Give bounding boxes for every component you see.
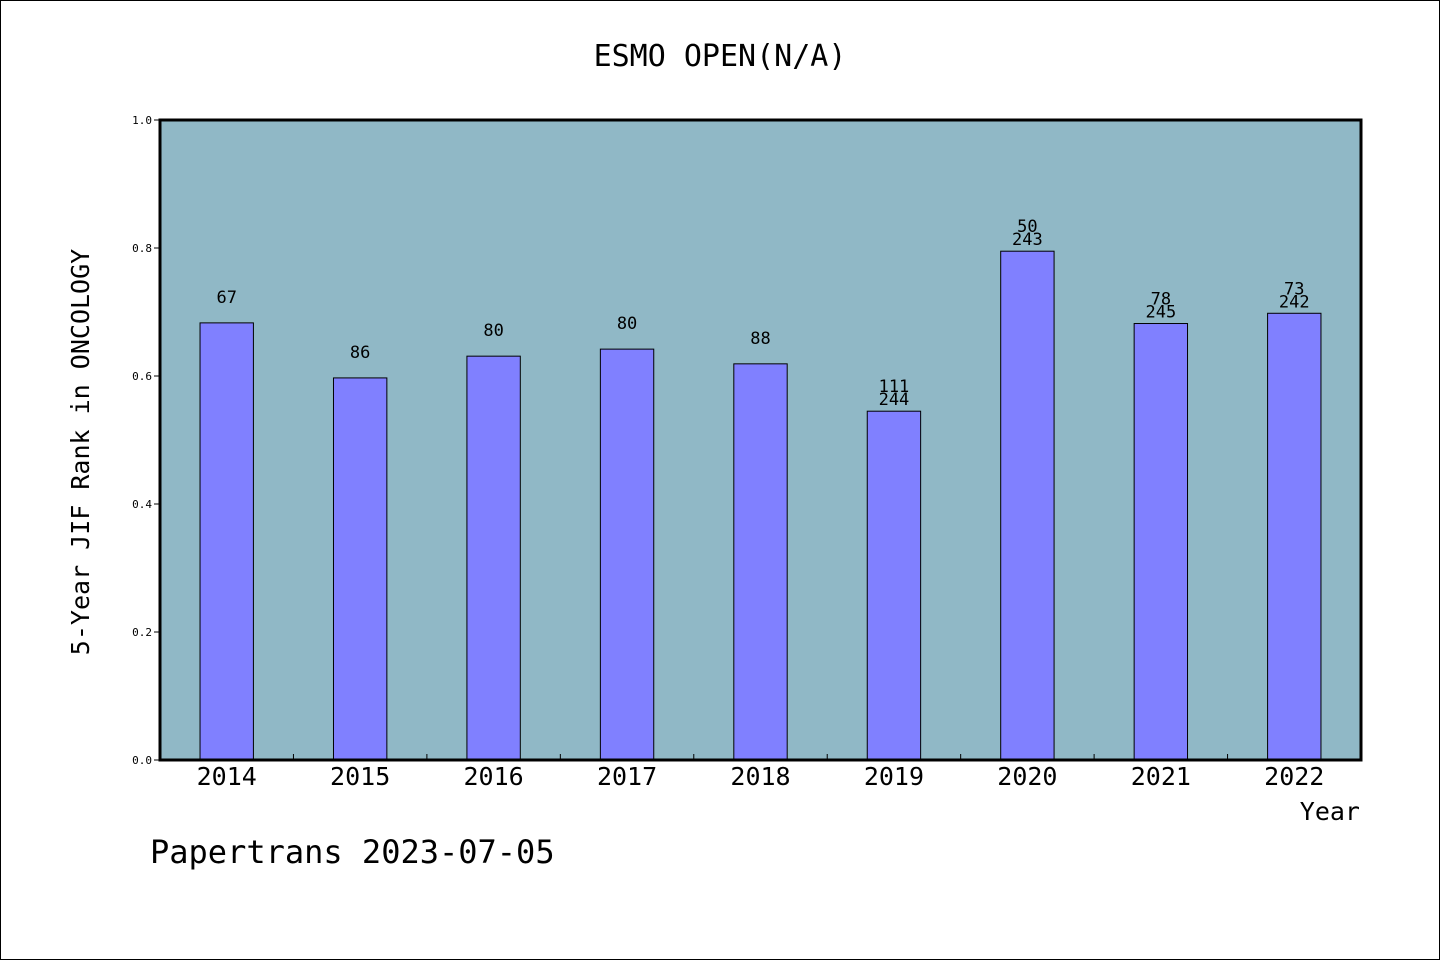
y-tick-label: 0.8 (132, 242, 152, 255)
bar-label-2017: 80 (617, 314, 637, 334)
x-tick-label-2018: 2018 (730, 762, 790, 791)
bar-2014 (199, 322, 254, 761)
x-tick-label-2015: 2015 (330, 762, 390, 791)
bar-label-total-2019: 244 (879, 390, 910, 410)
x-tick-label-2017: 2017 (597, 762, 657, 791)
bar-label-rank-2020: 50 (1017, 217, 1037, 237)
x-tick-label-2014: 2014 (197, 762, 257, 791)
bar-label-2018: 88 (750, 329, 770, 349)
bar-2016 (466, 355, 521, 761)
bar-2020 (1000, 250, 1055, 761)
bar-label-total-2022: 242 (1279, 292, 1310, 312)
bar-label-total-2020: 243 (1012, 230, 1043, 250)
y-tick-label: 1.0 (132, 114, 152, 127)
bar-label-total-2021: 245 (1145, 303, 1176, 323)
chart-title: ESMO OPEN(N/A) (594, 39, 847, 74)
y-tick-label: 0.4 (132, 498, 152, 511)
bar-2015 (332, 377, 388, 761)
bar-2017 (599, 348, 655, 761)
bar-2019 (866, 410, 922, 761)
y-axis: 0.0 0.2 0.4 0.6 0.8 1.0 (132, 114, 160, 767)
x-tick-label-2019: 2019 (864, 762, 924, 791)
bar-label-2016: 80 (483, 321, 503, 341)
y-tick-label: 0.2 (132, 626, 152, 639)
bar-label-2014: 67 (216, 288, 236, 308)
y-tick-label: 0.6 (132, 370, 152, 383)
bars (199, 250, 1322, 761)
y-axis-label: 5-Year JIF Rank in ONCOLOGY (66, 249, 95, 655)
x-tick-label-2020: 2020 (997, 762, 1057, 791)
bar-2021 (1133, 323, 1189, 761)
bar-label-rank-2022: 73 (1284, 279, 1304, 299)
bar-2022 (1267, 312, 1322, 761)
bar-2018 (733, 363, 788, 761)
x-tick-label-2022: 2022 (1264, 762, 1324, 791)
x-tick-label-2016: 2016 (464, 762, 524, 791)
footer-credit: Papertrans 2023-07-05 (150, 833, 555, 871)
plot-border (158, 118, 1363, 762)
y-tick-label: 0.0 (132, 754, 152, 767)
x-axis: 2014 2015 2016 2017 2018 2019 2020 2021 2022 (197, 754, 1324, 791)
x-axis-label: Year (1300, 797, 1360, 826)
bar-label-rank-2019: 111 (879, 377, 910, 397)
x-tick-label-2021: 2021 (1131, 762, 1191, 791)
bar-label-rank-2021: 78 (1151, 290, 1171, 310)
bar-label-2015: 86 (350, 343, 370, 363)
